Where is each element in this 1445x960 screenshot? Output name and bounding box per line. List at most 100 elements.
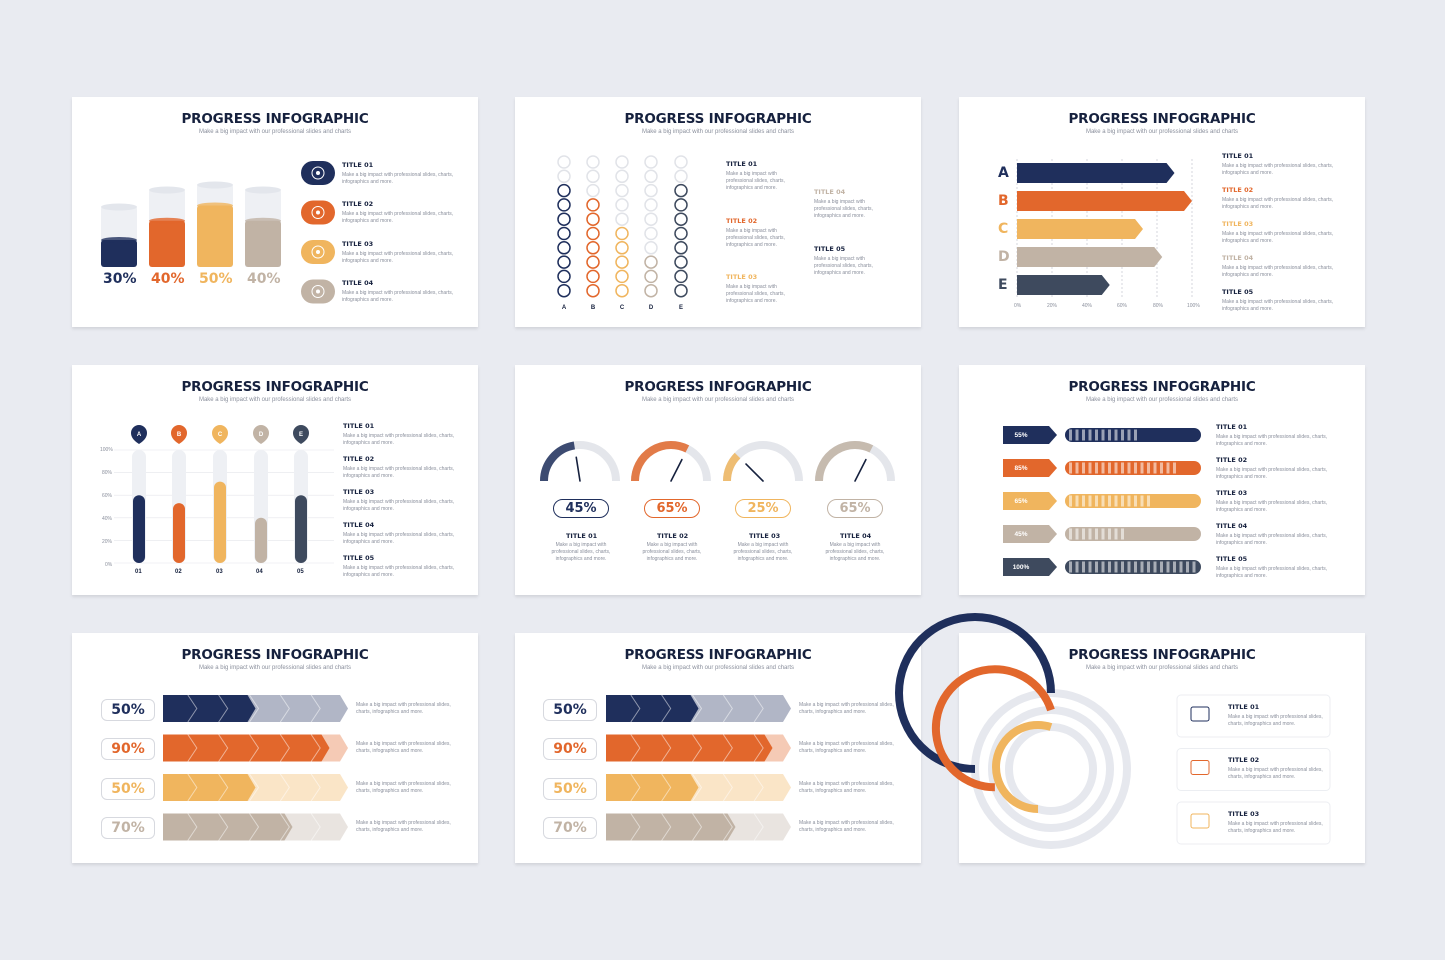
item-desc-1: Make a big impact with professional slid… xyxy=(726,171,785,191)
chevron-divider xyxy=(310,734,321,762)
row-desc-1: Make a big impact with professional slid… xyxy=(356,702,451,715)
gauge-desc-3: Make a big impact with professional slid… xyxy=(733,542,793,562)
bar-track xyxy=(1065,461,1201,475)
dot xyxy=(586,255,600,269)
chevron-divider xyxy=(218,813,229,841)
dot xyxy=(674,155,688,169)
cylinder-fill xyxy=(245,220,281,267)
value-tag xyxy=(1003,558,1057,576)
x-label: 04 xyxy=(256,569,263,575)
gauge-track xyxy=(723,441,803,482)
bar-stripe xyxy=(1082,429,1085,441)
dot xyxy=(586,212,600,226)
slide-cylinder-progress[interactable]: PROGRESS INFOGRAPHIC Make a big impact w… xyxy=(72,97,478,327)
slide-gauges[interactable]: PROGRESS INFOGRAPHIC Make a big impact w… xyxy=(515,365,921,595)
x-label: 01 xyxy=(135,569,142,575)
gauge-arc xyxy=(540,441,576,482)
slide-chevron-bars-alt[interactable]: PROGRESS INFOGRAPHIC Make a big impact w… xyxy=(515,633,921,863)
chevron-divider xyxy=(753,813,764,841)
cylinder-chart xyxy=(101,161,335,304)
bar-stripe xyxy=(1127,561,1131,573)
slide-radial-rings[interactable]: PROGRESS INFOGRAPHIC Make a big impact w… xyxy=(895,613,1365,863)
chevron-bar-chart xyxy=(163,694,348,841)
row-value-2: 85% xyxy=(1014,465,1028,472)
bar-stripe xyxy=(1108,561,1111,573)
bar-stripe xyxy=(1075,561,1079,573)
dot xyxy=(615,183,629,198)
striped-bar-chart xyxy=(1003,426,1201,576)
chevron-divider xyxy=(661,694,672,723)
item-desc-5: Make a big impact with professional slid… xyxy=(1216,566,1328,579)
dot xyxy=(674,169,688,184)
bar-stripe xyxy=(1069,495,1072,507)
chevron-divider xyxy=(692,773,703,802)
row-value-4: 70% xyxy=(543,817,597,839)
bar-stripe xyxy=(1095,429,1098,441)
bar-letter-a: A xyxy=(998,165,1009,181)
dot-column-chart: A B C D E xyxy=(557,155,688,311)
chevron-divider xyxy=(187,734,198,762)
dot xyxy=(586,241,600,255)
chevron-divider xyxy=(722,694,733,723)
chevron-divider xyxy=(218,734,229,762)
slide-subtitle: Make a big impact with our professional … xyxy=(198,397,352,403)
item-title-1: TITLE 01 xyxy=(1228,703,1260,711)
chevron-divider xyxy=(753,734,764,762)
chevron-divider xyxy=(722,734,733,762)
bar-stripe xyxy=(1114,462,1118,474)
chevron-bar-chart-alt xyxy=(606,694,791,841)
arrow-bar xyxy=(1017,275,1110,295)
value-tag xyxy=(1003,459,1057,477)
dot xyxy=(674,241,688,255)
dot xyxy=(586,183,600,198)
item-desc-3: Make a big impact with professional slid… xyxy=(343,499,455,512)
slide-subtitle: Make a big impact with our professional … xyxy=(1085,665,1239,671)
bar-stripe xyxy=(1114,528,1118,540)
chevron-divider xyxy=(249,773,260,802)
slide-title: PROGRESS INFOGRAPHIC xyxy=(181,647,369,663)
dot xyxy=(644,155,658,169)
item-desc-4: Make a big impact with professional slid… xyxy=(343,532,455,545)
dot xyxy=(557,269,571,284)
slide-dot-columns[interactable]: PROGRESS INFOGRAPHIC Make a big impact w… xyxy=(515,97,921,327)
bar-stripe xyxy=(1108,495,1111,507)
bar-stripe xyxy=(1069,429,1072,441)
item-title-4: TITLE 04 xyxy=(814,188,846,196)
item-desc-5: Make a big impact with professional slid… xyxy=(814,256,873,276)
column-fill xyxy=(295,495,307,563)
chevron-divider xyxy=(753,694,764,723)
y-tick: 20% xyxy=(102,539,113,545)
chevron-divider xyxy=(187,694,198,723)
bar-stripe xyxy=(1173,561,1176,573)
bar-stripe xyxy=(1114,429,1118,441)
cylinder-fill xyxy=(197,205,233,267)
dot xyxy=(557,155,571,169)
bar-stripe xyxy=(1147,495,1150,507)
bar-stripe xyxy=(1069,561,1072,573)
slide-arrow-bars[interactable]: PROGRESS INFOGRAPHIC Make a big impact w… xyxy=(959,97,1365,327)
slide-pin-columns[interactable]: PROGRESS INFOGRAPHIC Make a big impact w… xyxy=(72,365,478,595)
chevron-fill xyxy=(606,695,699,722)
chevron-divider xyxy=(630,773,641,802)
cylinder-fill-top xyxy=(197,202,233,209)
cup-value-4: 40% xyxy=(247,271,281,287)
chevron-fill xyxy=(163,774,256,801)
column-label: D xyxy=(649,305,654,311)
gauge-chart xyxy=(540,441,895,482)
bar-stripe xyxy=(1121,429,1124,441)
item-title-1: TITLE 01 xyxy=(1222,152,1254,160)
item-title-1: TITLE 01 xyxy=(343,422,375,430)
item-desc-3: Make a big impact with professional slid… xyxy=(342,251,454,264)
bar-stripe xyxy=(1088,528,1092,540)
slide-striped-bars[interactable]: PROGRESS INFOGRAPHIC Make a big impact w… xyxy=(959,365,1365,595)
chevron-divider xyxy=(249,694,260,723)
bar-stripe xyxy=(1121,462,1124,474)
item-title-3: TITLE 03 xyxy=(726,273,758,281)
chevron-divider xyxy=(279,773,290,802)
bar-stripe xyxy=(1140,462,1144,474)
chevron-divider xyxy=(249,734,260,762)
bar-stripe xyxy=(1114,495,1118,507)
bar-stripe xyxy=(1121,561,1124,573)
bar-stripe xyxy=(1153,561,1157,573)
slide-chevron-bars[interactable]: PROGRESS INFOGRAPHIC Make a big impact w… xyxy=(72,633,478,863)
